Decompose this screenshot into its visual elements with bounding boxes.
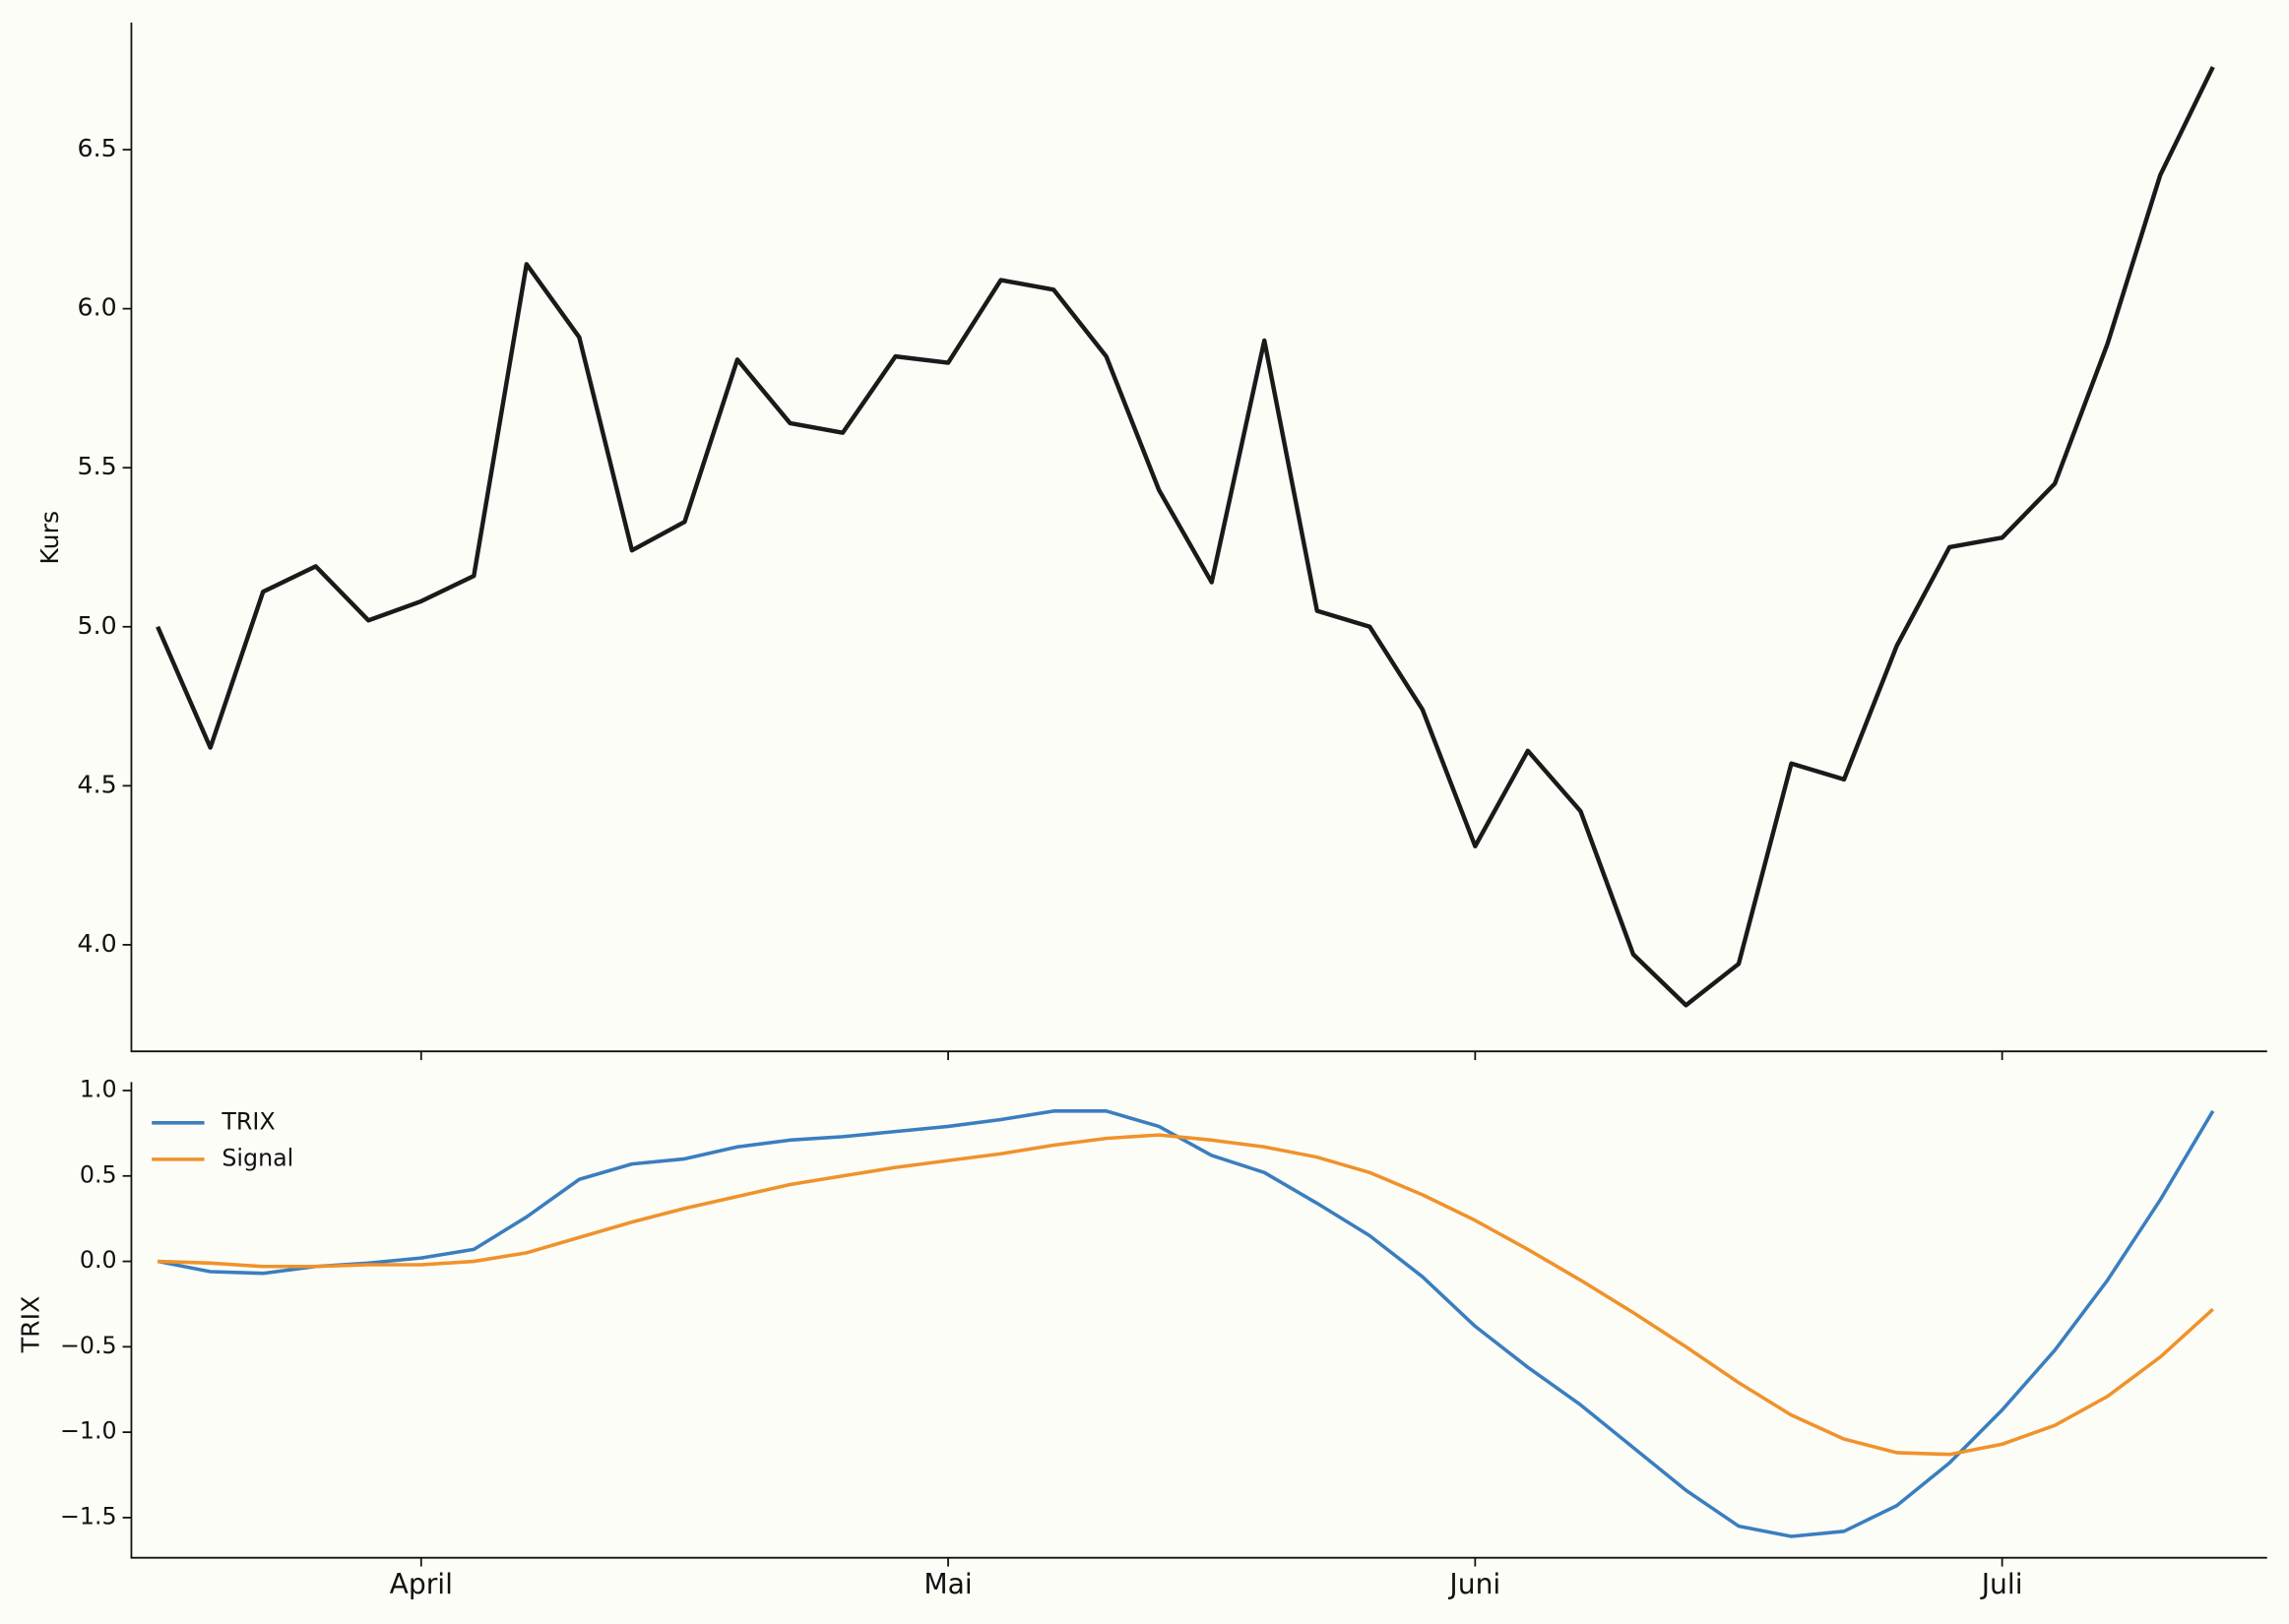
y-tick-label: 5.5 [78,452,117,480]
x-tick-label: Juni [1447,1568,1500,1600]
y-tick-label: 5.0 [78,611,117,640]
y-tick-label: −0.5 [60,1332,117,1359]
y-tick-label: 4.5 [78,770,117,798]
x-tick-label: Juli [1980,1568,2023,1600]
y-tick-label: −1.0 [60,1417,117,1445]
y-axis-label: TRIX [17,1296,45,1354]
axis-spine [130,1082,2267,1559]
y-tick-label: 6.0 [78,293,117,322]
y-axis-label: Kurs [35,511,64,565]
y-tick-label: 6.5 [78,134,117,162]
axis-spine [130,22,2267,1053]
y-tick-label: 1.0 [80,1075,117,1102]
y-tick-label: 0.5 [80,1160,117,1188]
y-tick-label: 4.0 [78,929,117,958]
y-tick-label: 0.0 [80,1246,117,1274]
data-line [158,1133,2214,1457]
data-line [157,1109,2215,1538]
legend-label: Signal [222,1144,293,1171]
data-line [156,66,2215,1008]
x-tick-label: Mai [923,1568,972,1600]
legend-label: TRIX [221,1107,275,1135]
y-tick-label: −1.5 [60,1502,117,1530]
x-tick-label: April [390,1568,453,1600]
